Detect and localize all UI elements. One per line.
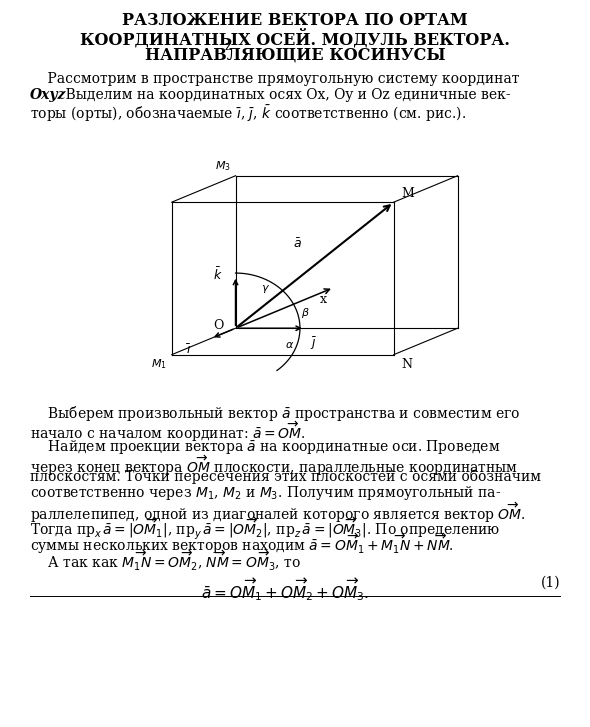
Text: раллелепипед, одной из диагоналей которого является вектор $\overrightarrow{OM}$: раллелепипед, одной из диагоналей которо… (30, 500, 526, 525)
Text: $\beta$: $\beta$ (300, 305, 309, 320)
Text: O: O (213, 319, 223, 332)
Text: $\bar{a}$: $\bar{a}$ (293, 238, 301, 252)
Text: Рассмотрим в пространстве прямоугольную систему координат: Рассмотрим в пространстве прямоугольную … (30, 72, 519, 86)
Text: $\gamma$: $\gamma$ (261, 283, 270, 294)
Text: N: N (401, 358, 412, 371)
Text: через конец вектора $\overrightarrow{OM}$ плоскости, параллельные координатным: через конец вектора $\overrightarrow{OM}… (30, 454, 518, 478)
Text: M: M (401, 187, 414, 200)
Text: РАЗЛОЖЕНИЕ ВЕКТОРА ПО ОРТАМ: РАЗЛОЖЕНИЕ ВЕКТОРА ПО ОРТАМ (122, 12, 468, 29)
Text: $M_1$: $M_1$ (151, 357, 167, 371)
Text: $\bar{k}$: $\bar{k}$ (214, 266, 223, 283)
Text: . Выделим на координатных осях Ox, Oy и Oz единичные век-: . Выделим на координатных осях Ox, Oy и … (57, 87, 510, 102)
Text: (1): (1) (540, 576, 560, 590)
Text: $\bar{a} = \overrightarrow{OM_1} + \overrightarrow{OM_2} + \overrightarrow{OM_3}: $\bar{a} = \overrightarrow{OM_1} + \over… (201, 576, 369, 603)
Text: $M_3$: $M_3$ (215, 159, 231, 173)
Text: Выберем произвольный вектор $\bar{a}$ пространства и совместим его: Выберем произвольный вектор $\bar{a}$ пр… (30, 404, 520, 423)
Text: x: x (320, 293, 327, 305)
Text: А так как $\overrightarrow{M_1N} = \overrightarrow{OM_2}$, $\overrightarrow{NM} : А так как $\overrightarrow{M_1N} = \over… (30, 548, 301, 573)
Text: $\alpha$: $\alpha$ (286, 340, 294, 350)
Text: Oxyz: Oxyz (30, 87, 66, 102)
Text: z: z (224, 40, 231, 53)
Text: соответственно через $M_1$, $M_2$ и $M_3$. Получим прямоугольный па-: соответственно через $M_1$, $M_2$ и $M_3… (30, 484, 501, 502)
Text: суммы нескольких векторов находим $\bar{a} = \overrightarrow{OM_1} + \overrighta: суммы нескольких векторов находим $\bar{… (30, 531, 454, 555)
Text: плоскостям. Точки пересечения этих плоскостей с осями обозначим: плоскостям. Точки пересечения этих плоск… (30, 469, 541, 484)
Text: Тогда пр$_x\,\bar{a} = |\overrightarrow{OM_1}|$, пр$_y\,\bar{a} = |\overrightarr: Тогда пр$_x\,\bar{a} = |\overrightarrow{… (30, 515, 500, 542)
Text: $\bar{\imath}$: $\bar{\imath}$ (185, 343, 191, 357)
Text: Найдем проекции вектора $\bar{a}$ на координатные оси. Проведем: Найдем проекции вектора $\bar{a}$ на коо… (30, 438, 500, 456)
Text: НАПРАВЛЯЮЩИЕ КОСИНУСЫ: НАПРАВЛЯЮЩИЕ КОСИНУСЫ (145, 46, 445, 63)
Text: КООРДИНАТНЫХ ОСЕЙ. МОДУЛЬ ВЕКТОРА.: КООРДИНАТНЫХ ОСЕЙ. МОДУЛЬ ВЕКТОРА. (80, 29, 510, 49)
Text: начало с началом координат: $\bar{a} = \overrightarrow{OM}$.: начало с началом координат: $\bar{a} = \… (30, 419, 306, 444)
Text: $\bar{\jmath}$: $\bar{\jmath}$ (310, 336, 317, 353)
Text: торы (орты), обозначаемые $\bar{\imath}$, $\bar{\jmath}$, $\bar{k}$ соответствен: торы (орты), обозначаемые $\bar{\imath}$… (30, 103, 466, 124)
